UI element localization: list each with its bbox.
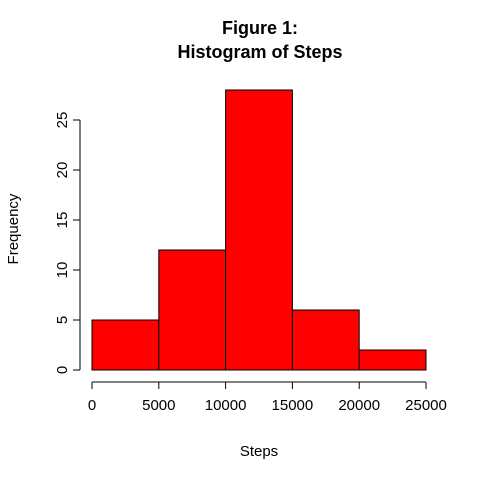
histogram-bar-3: [291, 309, 360, 371]
y-tick-label: 15: [54, 212, 71, 229]
y-tick-label: 5: [54, 316, 71, 324]
x-tick-label: 25000: [405, 397, 447, 414]
chart-title: Figure 1:: [222, 18, 298, 38]
x-tick-label: 0: [88, 397, 96, 414]
bars-group: [91, 89, 427, 371]
x-axis-label: Steps: [240, 443, 278, 460]
x-tick-label: 5000: [142, 397, 175, 414]
y-tick-label: 20: [54, 162, 71, 179]
histogram-bar-1: [158, 249, 227, 371]
y-tick-label: 25: [54, 112, 71, 129]
y-tick-label: 0: [54, 366, 71, 374]
histogram-bar-2: [225, 89, 293, 371]
x-tick-label: 10000: [205, 397, 247, 414]
x-axis: 0 5000 10000 15000 20000 25000: [88, 381, 447, 414]
chart-subtitle: Histogram of Steps: [177, 42, 342, 62]
y-axis: 0 5 10 15 20 25: [54, 112, 81, 374]
histogram-bar-0: [91, 319, 160, 371]
x-tick-label: 20000: [338, 397, 380, 414]
x-tick-label: 15000: [272, 397, 314, 414]
y-tick-label: 10: [54, 262, 71, 279]
y-axis-label: Frequency: [5, 193, 22, 264]
histogram-bar-4: [358, 349, 427, 371]
